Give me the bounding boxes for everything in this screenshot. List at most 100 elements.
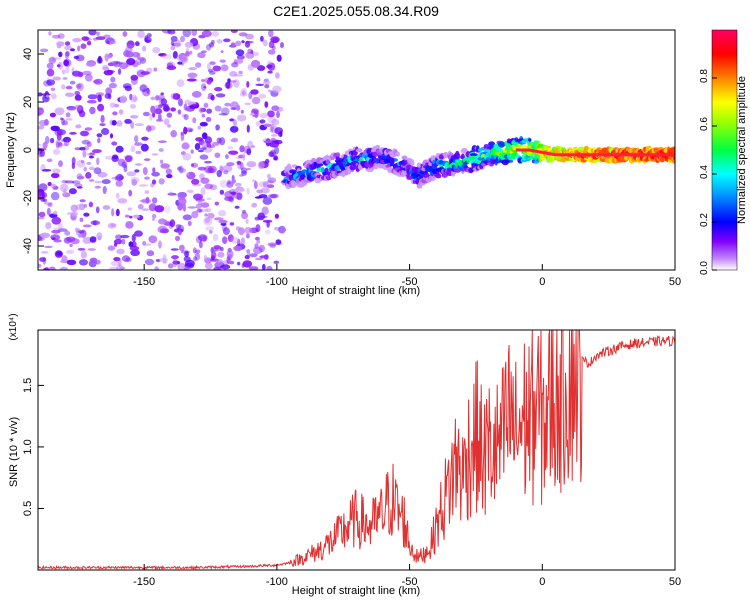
noise-blob	[200, 187, 206, 196]
noise-blob	[79, 217, 84, 222]
noise-blob	[136, 57, 145, 62]
y-tick-label: 1.0	[22, 439, 34, 454]
noise-blob	[51, 237, 56, 241]
noise-blob	[194, 143, 201, 151]
noise-blob	[72, 38, 82, 43]
noise-blob	[268, 151, 275, 158]
noise-blob	[106, 40, 110, 44]
noise-blob	[256, 189, 263, 194]
noise-blob	[38, 107, 44, 116]
noise-blob	[274, 146, 280, 155]
noise-blob	[155, 95, 160, 101]
noise-blob	[244, 227, 253, 234]
noise-blob	[224, 102, 231, 107]
noise-blob	[135, 163, 142, 166]
noise-blob	[268, 40, 275, 49]
noise-blob	[167, 30, 176, 35]
noise-blob	[126, 58, 136, 66]
noise-blob	[126, 40, 135, 49]
noise-blob	[190, 163, 195, 167]
noise-blob	[151, 218, 155, 221]
noise-blob	[184, 259, 195, 267]
noise-blob	[162, 53, 173, 60]
noise-blob	[109, 40, 117, 45]
noise-blob	[80, 130, 89, 137]
noise-blob	[131, 179, 138, 186]
noise-blob	[107, 245, 116, 251]
noise-blob	[149, 113, 153, 121]
noise-blob	[49, 112, 57, 118]
noise-blob	[246, 161, 257, 168]
noise-blob	[266, 265, 273, 270]
spectrogram-x-axis: -150 -100 -50 0 50	[133, 264, 681, 288]
noise-blob	[51, 216, 62, 225]
noise-blob	[182, 152, 192, 161]
ridge-blob	[286, 163, 292, 170]
noise-blob	[275, 106, 284, 112]
spectrogram-noise-blobs	[38, 30, 286, 270]
noise-blob	[40, 232, 51, 238]
y-tick-label: -40	[22, 238, 34, 254]
noise-blob	[237, 261, 241, 266]
noise-blob	[226, 162, 235, 167]
noise-blob	[88, 30, 97, 36]
noise-blob	[194, 252, 200, 261]
noise-blob	[113, 60, 121, 68]
noise-blob	[95, 92, 105, 97]
noise-blob	[43, 198, 48, 203]
noise-blob	[164, 205, 171, 214]
noise-blob	[126, 171, 137, 177]
noise-blob	[47, 203, 53, 207]
noise-blob	[174, 235, 181, 242]
noise-blob	[170, 40, 174, 46]
noise-blob	[251, 96, 261, 105]
colorbar-tick-label: 0.2	[699, 213, 710, 227]
noise-blob	[176, 79, 185, 87]
noise-blob	[77, 175, 85, 180]
noise-blob	[264, 101, 269, 108]
noise-blob	[60, 117, 64, 121]
noise-blob	[71, 180, 81, 185]
noise-blob	[41, 251, 49, 254]
noise-blob	[264, 84, 270, 89]
noise-blob	[230, 236, 240, 244]
noise-blob	[262, 219, 273, 223]
noise-blob	[107, 62, 115, 67]
noise-blob	[178, 98, 183, 107]
noise-blob	[199, 147, 207, 151]
noise-blob	[211, 141, 220, 146]
noise-blob	[97, 94, 102, 102]
ridge-blob	[335, 152, 340, 157]
noise-blob	[233, 245, 242, 252]
noise-blob	[124, 214, 130, 218]
noise-blob	[231, 137, 239, 143]
noise-blob	[142, 45, 147, 52]
noise-blob	[203, 86, 207, 89]
noise-blob	[77, 71, 84, 78]
noise-blob	[46, 79, 56, 86]
noise-blob	[178, 168, 187, 173]
snr-y-label: SNR (10 * v/v)	[8, 417, 20, 487]
noise-blob	[242, 209, 246, 214]
noise-blob	[116, 120, 123, 127]
noise-blob	[236, 192, 243, 201]
noise-blob	[140, 143, 149, 152]
noise-blob	[128, 189, 133, 197]
noise-blob	[116, 264, 124, 270]
noise-blob	[66, 107, 77, 112]
noise-blob	[134, 142, 143, 146]
noise-blob	[130, 176, 140, 184]
noise-blob	[157, 140, 167, 143]
noise-blob	[89, 152, 96, 156]
ridge-blob	[358, 156, 364, 162]
noise-blob	[139, 84, 148, 93]
noise-blob	[251, 145, 256, 148]
noise-blob	[38, 147, 43, 155]
noise-blob	[56, 251, 63, 256]
noise-blob	[201, 79, 205, 82]
noise-blob	[86, 40, 92, 46]
noise-blob	[259, 119, 266, 124]
noise-blob	[187, 220, 192, 227]
noise-blob	[198, 107, 204, 113]
